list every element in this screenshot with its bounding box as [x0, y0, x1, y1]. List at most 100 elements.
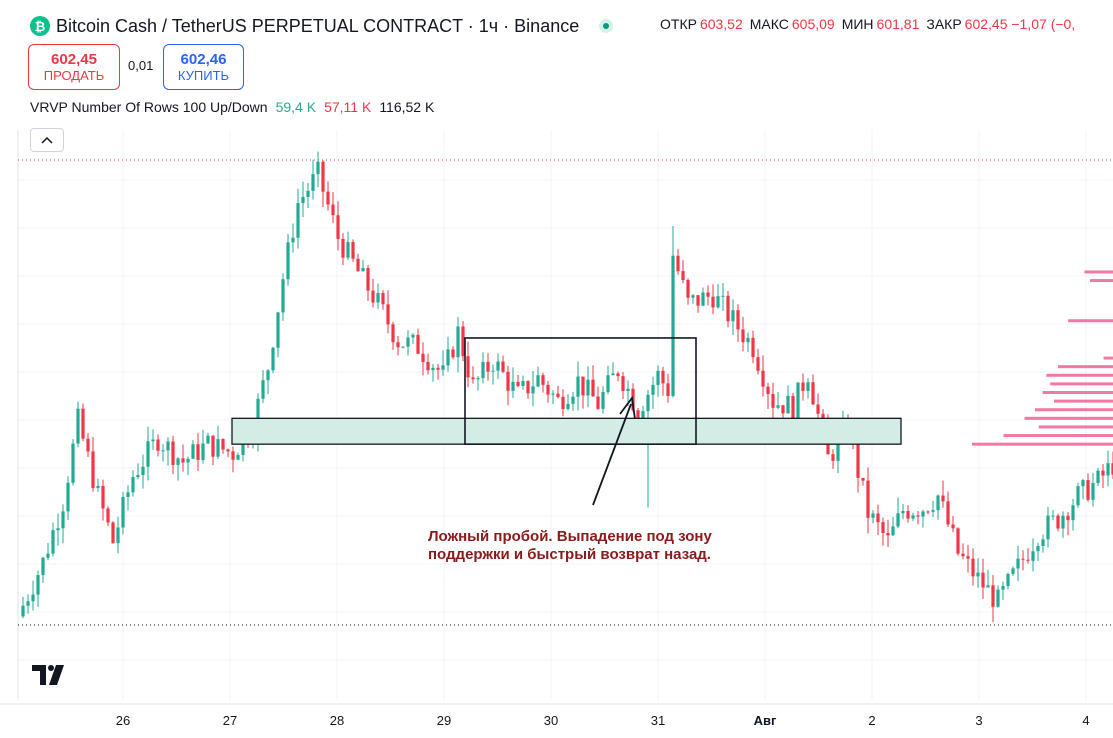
candle-body: [431, 367, 435, 371]
candle-body: [671, 255, 675, 396]
candle-body: [901, 510, 905, 514]
volume-profile-row: [1046, 373, 1113, 377]
chart-grid: [0, 130, 1113, 705]
ohlc-close-label: ЗАКР: [926, 16, 962, 32]
collapse-legend-button[interactable]: [30, 128, 64, 152]
candle-body: [996, 589, 1000, 607]
arrow-annotation[interactable]: [592, 395, 636, 506]
support-zone: [231, 417, 902, 445]
candle-body: [341, 238, 345, 258]
indicator-legend[interactable]: VRVP Number Of Rows 100 Up/Down 59,4 K 5…: [30, 99, 434, 115]
tradingview-logo-icon[interactable]: [32, 663, 72, 687]
candle-body: [426, 361, 430, 371]
candle-body: [61, 511, 65, 529]
candle-body: [876, 513, 880, 523]
drawing-layer[interactable]: [231, 337, 902, 445]
indicator-name[interactable]: VRVP Number Of Rows 100 Up/Down: [30, 99, 268, 115]
volume-profile-row: [1003, 434, 1113, 438]
volume-profile-row: [1090, 279, 1113, 283]
candle-body: [991, 585, 995, 607]
candle-body: [241, 435, 245, 455]
x-tick-label: Авг: [753, 713, 777, 728]
candle-body: [386, 304, 390, 325]
symbol-header[interactable]: ₿ Bitcoin Cash / TetherUS PERPETUAL CONT…: [30, 12, 614, 40]
candle-body: [886, 532, 890, 536]
candle-body: [496, 361, 500, 371]
candle-body: [666, 383, 670, 396]
sell-button[interactable]: 602,45 ПРОДАТЬ: [28, 44, 120, 90]
x-tick-label: 30: [543, 713, 559, 728]
candle-body: [301, 196, 305, 204]
candle-body: [656, 370, 660, 385]
candle-body: [676, 255, 680, 272]
candle-body: [1066, 515, 1070, 521]
candle-body: [26, 601, 30, 606]
candle-body: [411, 334, 415, 338]
candle-body: [191, 444, 195, 459]
candle-body: [106, 508, 110, 523]
candle-body: [911, 515, 915, 519]
candle-body: [691, 295, 695, 298]
ohlc-values: ОТКР 603,52 МАКС 605,09 МИН 601,81 ЗАКР …: [660, 16, 1079, 32]
candle-body: [551, 393, 555, 395]
ohlc-high-label: МАКС: [749, 16, 789, 32]
candle-body: [786, 395, 790, 414]
candle-body: [536, 375, 540, 387]
candle-body: [346, 242, 350, 258]
candle-body: [586, 379, 590, 396]
candle-body: [401, 346, 405, 348]
candle-body: [576, 376, 580, 397]
symbol-title[interactable]: Bitcoin Cash / TetherUS PERPETUAL CONTRA…: [56, 15, 580, 36]
candle-body: [151, 439, 155, 442]
candle-body: [711, 296, 715, 308]
candle-body: [936, 495, 940, 511]
candle-body: [981, 572, 985, 588]
candle-body: [746, 337, 750, 343]
candle-body: [976, 572, 980, 577]
chevron-up-icon: [41, 136, 53, 144]
volume-profile-row: [1084, 270, 1113, 274]
candle-body: [96, 485, 100, 489]
candle-body: [161, 450, 165, 452]
candle-body: [86, 438, 90, 452]
candle-body: [906, 510, 910, 519]
bitcoin-cash-icon: ₿: [30, 16, 50, 36]
candle-body: [1071, 505, 1075, 521]
x-tick-label: 3: [975, 713, 983, 728]
candle-body: [606, 375, 610, 392]
candle-body: [801, 382, 805, 391]
candle-body: [131, 477, 135, 493]
market-status-icon[interactable]: [599, 19, 614, 33]
candle-body: [266, 370, 270, 381]
candle-body: [511, 381, 515, 391]
volume-profile-row: [1038, 425, 1113, 429]
consolidation-box: [464, 337, 697, 445]
candle-body: [321, 161, 325, 192]
spread-value: 0,01: [128, 58, 154, 73]
candle-body: [276, 312, 280, 348]
candle-body: [156, 439, 160, 451]
buy-button[interactable]: 602,46 КУПИТЬ: [163, 44, 244, 90]
candle-body: [736, 310, 740, 330]
candle-body: [591, 379, 595, 397]
candle-body: [91, 451, 95, 489]
candle-body: [66, 482, 70, 512]
candle-body: [1111, 463, 1113, 475]
candle-body: [1041, 539, 1045, 546]
candle-body: [956, 528, 960, 554]
candle-body: [1046, 515, 1050, 540]
candle-body: [111, 522, 115, 544]
candle-body: [491, 370, 495, 372]
candle-body: [501, 361, 505, 372]
candle-body: [446, 349, 450, 366]
annotation-text[interactable]: Ложный пробой. Выпадение под зону поддер…: [428, 528, 712, 564]
candle-body: [681, 271, 685, 281]
candle-body: [1101, 470, 1105, 476]
candle-body: [121, 496, 125, 528]
candle-body: [271, 347, 275, 371]
candle-body: [366, 267, 370, 291]
candle-body: [71, 443, 75, 483]
candle-body: [326, 191, 330, 205]
candle-body: [1076, 486, 1080, 506]
